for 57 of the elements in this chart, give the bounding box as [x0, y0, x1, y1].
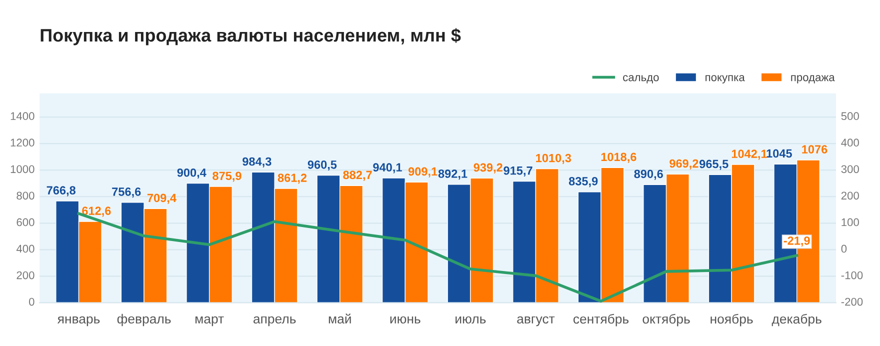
y2-tick-label: 300 — [841, 165, 859, 174]
data-label: 756,6 — [112, 188, 141, 198]
x-tick-label: январь — [57, 316, 100, 326]
data-label: 1042,1 — [732, 150, 767, 160]
y-tick-label: 600 — [16, 218, 34, 226]
legend-label: покупка — [706, 75, 745, 84]
y2-tick-label: 100 — [842, 218, 859, 226]
y2-tick-label: -200 — [841, 298, 863, 306]
data-label: 984,3 — [242, 157, 272, 168]
legend-label: продажа — [791, 75, 835, 84]
y2-tick-label: 0 — [841, 244, 847, 253]
y-tick-label: 1400 — [10, 112, 34, 120]
x-tick-label: август — [517, 316, 555, 326]
x-tick-label: декабрь — [772, 314, 822, 326]
data-label: 835,9 — [568, 177, 598, 188]
chart-title: Покупка и продажа валюты населением, млн $ — [40, 28, 461, 46]
data-label: 766,8 — [46, 186, 76, 196]
x-tick-label: февраль — [117, 314, 171, 326]
data-label: 890,6 — [634, 170, 663, 180]
data-label: 1045 — [766, 149, 792, 158]
data-label: 861,2 — [278, 174, 307, 184]
y-tick-label: 200 — [16, 271, 34, 280]
data-label: 875,9 — [212, 172, 242, 182]
data-label: 1010,3 — [536, 154, 572, 164]
x-tick-label: октябрь — [642, 314, 690, 326]
data-label: 969,2 — [670, 159, 698, 170]
y-tick-label: 1000 — [10, 165, 34, 174]
data-label: 939,2 — [474, 163, 502, 174]
data-label: 1076 — [802, 145, 828, 154]
data-label: 900,4 — [177, 168, 206, 179]
y2-tick-label: 500 — [841, 112, 859, 120]
data-label: 612,6 — [82, 206, 111, 217]
y-tick-label: 800 — [16, 192, 34, 200]
y-tick-label: 0 — [28, 298, 34, 306]
data-label: 965,5 — [700, 160, 728, 170]
x-tick-label: май — [328, 314, 351, 324]
data-label: 709,4 — [147, 194, 176, 204]
data-label: 960,5 — [308, 160, 337, 171]
data-label: 940,1 — [373, 163, 402, 174]
y-tick-label: 1200 — [10, 138, 34, 147]
x-tick-label: март — [195, 316, 224, 326]
y2-tick-label: 200 — [841, 192, 859, 200]
data-label: 882,7 — [343, 170, 372, 181]
x-tick-label: сентябрь — [573, 314, 629, 326]
data-label: 909,1 — [408, 167, 438, 178]
x-tick-label: ноябрь — [710, 314, 753, 326]
legend-label: сальдо — [623, 75, 659, 84]
data-label: -21,9 — [784, 236, 810, 247]
y2-tick-label: 400 — [841, 138, 859, 147]
y-tick-label: 400 — [16, 244, 34, 253]
data-label: 1018,6 — [601, 152, 636, 163]
x-tick-label: июнь — [390, 316, 420, 324]
data-label: 892,1 — [438, 170, 468, 180]
x-tick-label: апрель — [254, 316, 296, 326]
data-label: 915,7 — [504, 166, 532, 176]
y2-tick-label: -100 — [841, 271, 863, 280]
x-tick-label: июль — [456, 316, 486, 324]
